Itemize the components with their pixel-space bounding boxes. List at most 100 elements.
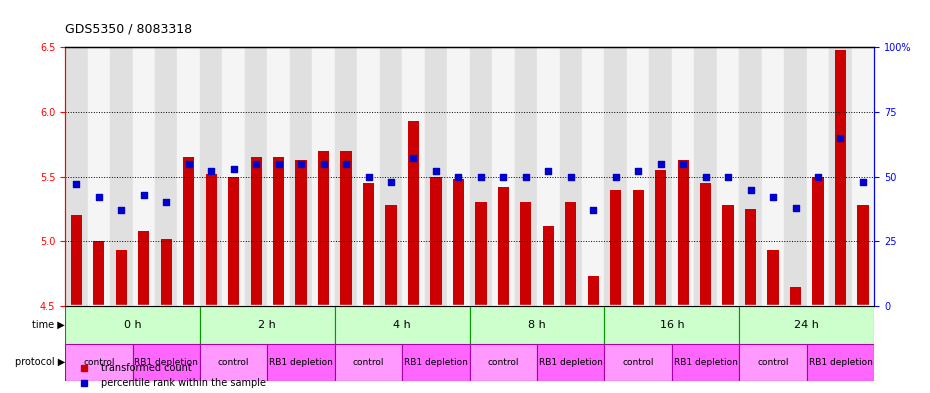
Bar <box>520 202 531 306</box>
Bar <box>560 47 582 306</box>
FancyBboxPatch shape <box>200 306 335 343</box>
Text: RB1 depletion: RB1 depletion <box>673 358 737 367</box>
Bar <box>537 47 560 306</box>
Bar <box>695 47 717 306</box>
Bar <box>425 47 447 306</box>
Bar <box>492 47 514 306</box>
Point <box>361 173 376 180</box>
Text: RB1 depletion: RB1 depletion <box>134 358 198 367</box>
Bar <box>649 47 671 306</box>
Point <box>721 173 736 180</box>
Bar <box>228 176 239 306</box>
Bar <box>588 276 599 306</box>
Bar <box>431 176 442 306</box>
Bar <box>161 239 172 306</box>
Point <box>248 160 263 167</box>
FancyBboxPatch shape <box>470 343 537 381</box>
Bar <box>447 47 470 306</box>
Point <box>429 168 444 174</box>
Point <box>91 194 106 200</box>
Text: RB1 depletion: RB1 depletion <box>538 358 603 367</box>
Bar <box>453 179 464 306</box>
Point <box>586 207 601 213</box>
Bar <box>717 47 739 306</box>
Bar <box>582 47 604 306</box>
Point <box>159 199 174 206</box>
Text: 2 h: 2 h <box>259 320 276 330</box>
Bar <box>543 226 554 306</box>
Bar <box>565 202 577 306</box>
Bar <box>723 205 734 306</box>
Text: time ▶: time ▶ <box>33 320 65 330</box>
Bar <box>604 47 627 306</box>
Text: 24 h: 24 h <box>794 320 819 330</box>
Bar <box>784 47 806 306</box>
Bar <box>363 183 374 306</box>
FancyBboxPatch shape <box>132 343 200 381</box>
Bar <box>183 157 194 306</box>
Bar <box>830 47 852 306</box>
Point <box>406 155 421 162</box>
Bar <box>139 231 150 306</box>
Bar <box>767 250 778 306</box>
Point <box>226 166 241 172</box>
Point <box>496 173 511 180</box>
Point <box>204 168 219 174</box>
Text: control: control <box>622 358 654 367</box>
Bar <box>857 205 869 306</box>
FancyBboxPatch shape <box>671 343 739 381</box>
Bar <box>335 47 357 306</box>
Point <box>518 173 533 180</box>
Point <box>631 168 645 174</box>
Text: control: control <box>218 358 249 367</box>
Bar <box>200 47 222 306</box>
Bar <box>610 189 621 306</box>
Bar <box>379 47 402 306</box>
Text: 16 h: 16 h <box>659 320 684 330</box>
Bar <box>206 174 217 306</box>
Bar <box>402 47 425 306</box>
Text: protocol ▶: protocol ▶ <box>15 357 65 367</box>
Bar <box>250 157 261 306</box>
FancyBboxPatch shape <box>604 343 671 381</box>
Bar <box>408 121 419 306</box>
Point <box>181 160 196 167</box>
Text: RB1 depletion: RB1 depletion <box>269 358 333 367</box>
Bar <box>806 47 830 306</box>
Text: 8 h: 8 h <box>528 320 546 330</box>
Bar <box>312 47 335 306</box>
FancyBboxPatch shape <box>806 343 874 381</box>
Bar <box>655 170 666 306</box>
Bar <box>470 47 492 306</box>
Bar <box>71 215 82 306</box>
Text: GDS5350 / 8083318: GDS5350 / 8083318 <box>65 22 193 35</box>
Bar <box>65 47 87 306</box>
Bar <box>115 250 126 306</box>
Bar <box>110 47 132 306</box>
Bar <box>514 47 537 306</box>
Point <box>113 207 128 213</box>
Bar <box>87 47 110 306</box>
Bar <box>790 286 801 306</box>
Point <box>316 160 331 167</box>
Bar <box>700 183 711 306</box>
Bar <box>385 205 396 306</box>
Bar <box>852 47 874 306</box>
FancyBboxPatch shape <box>335 306 470 343</box>
Point <box>541 168 556 174</box>
Bar <box>296 160 307 306</box>
Text: RB1 depletion: RB1 depletion <box>404 358 468 367</box>
Text: RB1 depletion: RB1 depletion <box>808 358 872 367</box>
Legend: transformed count, percentile rank within the sample: transformed count, percentile rank withi… <box>70 360 270 392</box>
Text: 4 h: 4 h <box>393 320 411 330</box>
Bar <box>835 50 846 306</box>
Point <box>833 135 848 141</box>
Point <box>698 173 713 180</box>
Point <box>272 160 286 167</box>
FancyBboxPatch shape <box>267 343 335 381</box>
Point <box>856 179 870 185</box>
Point <box>743 186 758 193</box>
Bar <box>340 151 352 306</box>
Text: control: control <box>83 358 114 367</box>
Bar <box>245 47 267 306</box>
